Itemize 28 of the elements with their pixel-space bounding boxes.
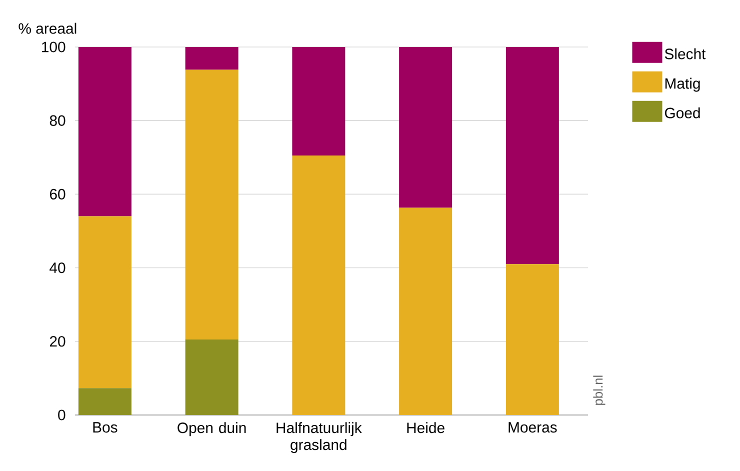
bar [399, 208, 452, 415]
bar [292, 46, 346, 156]
bar [78, 388, 132, 415]
bar [399, 46, 452, 208]
bar [185, 46, 238, 70]
text: pbl.nl [593, 376, 606, 405]
x-tick-label: Halfnatuurlijk grasland [276, 422, 362, 454]
legend-label: Slecht [664, 48, 706, 60]
bar [78, 216, 132, 388]
bar [506, 46, 559, 264]
y-tick-label: 40 [50, 262, 66, 274]
y-tick-label: 60 [50, 188, 66, 200]
y-tick-label: 100 [42, 42, 66, 52]
bar [185, 340, 238, 415]
bar [292, 156, 346, 415]
y-tick-label: 80 [50, 115, 66, 126]
bar [185, 70, 238, 340]
x-tick-label: Heide [407, 422, 444, 434]
x-tick-label: Moeras [508, 422, 557, 433]
legend-label: Goed [664, 107, 700, 118]
legend-label: Matig [665, 78, 700, 92]
x-tick-label: Open duin [178, 422, 246, 436]
bar [506, 264, 559, 415]
y-axis-title: % areaal [18, 22, 76, 34]
bar [78, 46, 132, 216]
y-tick-label: 0 [58, 410, 66, 420]
x-tick-label: Bos [93, 422, 118, 433]
y-tick-label: 20 [50, 336, 66, 347]
